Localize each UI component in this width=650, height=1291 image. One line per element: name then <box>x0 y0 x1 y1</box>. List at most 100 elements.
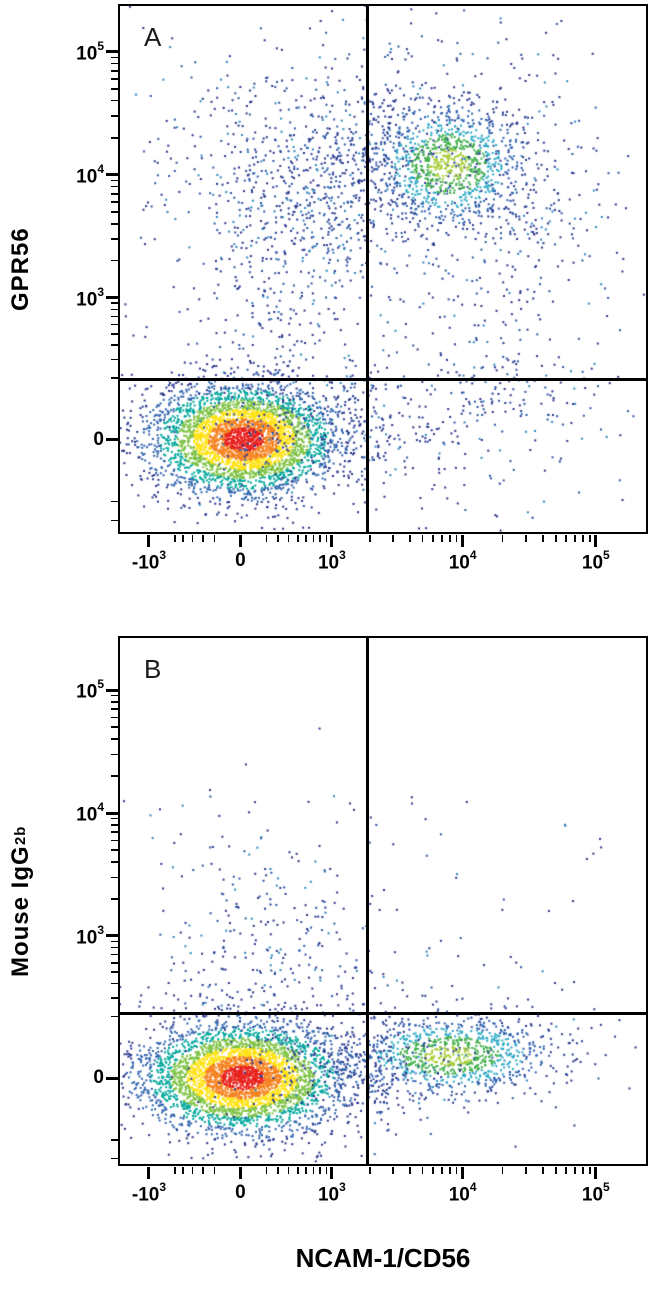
axis-tick <box>111 308 118 311</box>
x-tick-label: 0 <box>235 1182 246 1203</box>
axis-tick <box>111 824 118 826</box>
y-tick-label: 0 <box>93 1067 104 1089</box>
axis-tick <box>330 535 334 547</box>
axis-tick <box>441 1167 443 1174</box>
axis-tick <box>111 971 118 973</box>
axis-tick <box>408 535 411 542</box>
y-tick-label: 103 <box>76 922 104 949</box>
axis-tick <box>173 535 176 542</box>
axis-tick <box>448 1167 451 1174</box>
axis-tick <box>111 961 118 964</box>
axis-tick <box>319 1167 322 1174</box>
axis-tick <box>201 1167 204 1174</box>
axis-tick <box>542 1167 544 1174</box>
axis-tick <box>106 811 118 815</box>
axis-tick <box>594 1167 598 1179</box>
axis-tick <box>111 1015 118 1018</box>
axis-tick <box>111 377 118 380</box>
axis-tick <box>542 535 544 542</box>
axis-tick <box>265 1167 268 1174</box>
axis-tick <box>213 535 216 542</box>
axis-tick <box>501 1167 504 1174</box>
plot-panel-a: A <box>118 4 648 534</box>
axis-tick <box>525 535 527 542</box>
axis-tick <box>111 333 118 335</box>
axis-tick <box>111 115 118 117</box>
axis-tick <box>111 940 118 943</box>
axis-tick <box>287 535 290 542</box>
axis-tick <box>111 946 118 949</box>
x-tick-label: 103 <box>317 548 346 574</box>
quadrant-gate-horizontal-b <box>120 1012 646 1016</box>
axis-tick <box>111 238 118 240</box>
axis-tick <box>111 78 118 80</box>
axis-tick <box>287 1167 290 1174</box>
axis-tick <box>111 861 118 863</box>
axis-tick <box>111 839 118 842</box>
y-axis-title-gpr56: GPR56 <box>0 4 42 534</box>
axis-tick <box>106 50 118 54</box>
x-tick-label: 0 <box>235 550 246 571</box>
axis-tick <box>421 535 424 542</box>
axis-tick <box>111 716 118 719</box>
axis-tick <box>191 535 194 542</box>
y-axis-title-text-a: GPR56 <box>7 227 34 311</box>
y-tick-label: 104 <box>76 161 104 188</box>
x-tick-label: 104 <box>448 548 477 574</box>
y-tick-label: 103 <box>76 284 104 310</box>
axis-tick <box>111 953 118 956</box>
axis-tick <box>111 849 118 851</box>
axis-tick <box>111 1139 118 1141</box>
axis-tick <box>111 87 118 90</box>
axis-tick <box>554 535 557 542</box>
axis-tick <box>588 535 591 542</box>
quadrant-gate-vertical-a <box>365 6 369 532</box>
y-tick-label: 0 <box>93 428 104 450</box>
axis-tick <box>265 535 268 542</box>
axis-tick <box>594 535 598 547</box>
axis-tick <box>106 688 118 692</box>
axis-tick <box>441 535 443 542</box>
axis-tick <box>111 775 118 777</box>
axis-tick <box>111 753 118 756</box>
axis-tick <box>238 535 242 547</box>
axis-tick <box>111 210 118 213</box>
axis-tick <box>297 1167 299 1174</box>
axis-tick <box>448 535 451 542</box>
axis-tick <box>312 1167 315 1174</box>
x-tick-label: 103 <box>317 1180 346 1206</box>
axis-tick <box>501 535 504 542</box>
panel-label-b: B <box>144 654 162 684</box>
x-axis-title: NCAM-1/CD56 <box>295 1243 471 1273</box>
axis-tick <box>111 56 118 59</box>
axis-tick <box>111 996 118 999</box>
axis-tick <box>392 1167 395 1174</box>
quadrant-gate-vertical-b <box>365 638 369 1164</box>
axis-tick <box>432 535 434 542</box>
quadrant-gate-horizontal-a <box>120 378 646 382</box>
axis-tick <box>325 1167 328 1174</box>
panel-label-a: A <box>144 22 162 52</box>
axis-tick <box>111 701 118 703</box>
axis-tick <box>111 344 118 346</box>
x-tick-label: 104 <box>448 1180 477 1206</box>
axis-tick <box>111 69 118 72</box>
scatter-canvas-b <box>120 638 646 1164</box>
axis-tick <box>111 831 118 833</box>
axis-tick <box>408 1167 411 1174</box>
axis-tick <box>111 323 118 326</box>
axis-tick <box>588 1167 591 1174</box>
axis-tick <box>111 694 118 697</box>
axis-tick <box>111 185 118 188</box>
plot-panel-b: B <box>118 636 648 1166</box>
x-tick-label: 105 <box>581 548 610 574</box>
x-tick-label: -103 <box>131 548 167 574</box>
axis-tick <box>554 1167 557 1174</box>
axis-tick <box>305 1167 307 1174</box>
axis-tick <box>574 1167 576 1174</box>
axis-tick <box>319 535 322 542</box>
axis-tick <box>312 535 315 542</box>
axis-tick <box>111 982 118 985</box>
axis-tick <box>111 193 118 195</box>
axis-tick <box>106 173 118 177</box>
